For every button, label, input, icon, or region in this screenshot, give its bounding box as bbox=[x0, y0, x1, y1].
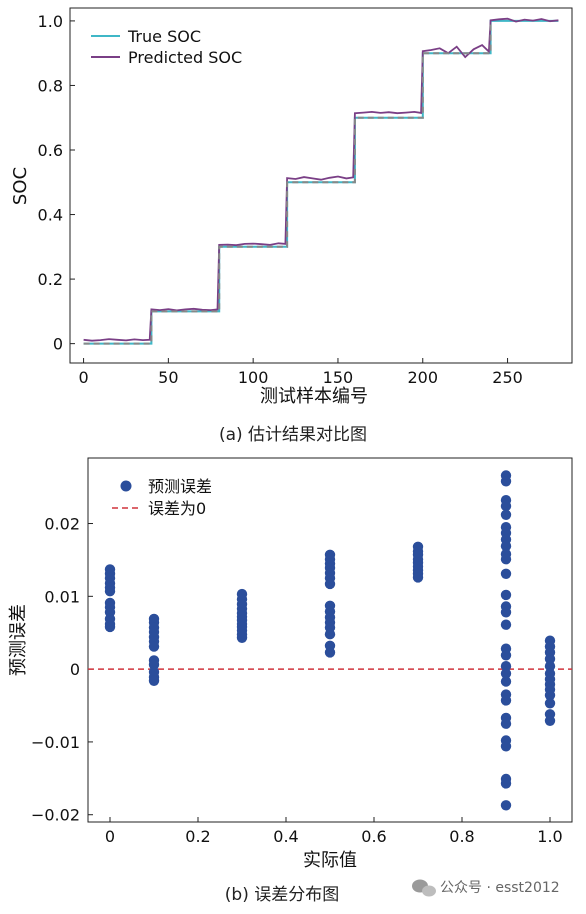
x-axis-label-a: 测试样本编号 bbox=[260, 386, 368, 407]
error-point bbox=[148, 641, 160, 652]
plot-frame-a bbox=[69, 7, 573, 364]
x-tick-label: 0.4 bbox=[273, 827, 298, 846]
error-point bbox=[500, 800, 512, 811]
error-point bbox=[104, 621, 116, 633]
x-tick-label: 250 bbox=[492, 368, 523, 387]
error-point bbox=[544, 698, 556, 709]
error-point bbox=[500, 668, 512, 679]
error-point bbox=[544, 690, 556, 701]
x-axis-ticks-b: 0 0.2 0.4 0.6 0.8 1.0 bbox=[105, 817, 563, 846]
y-tick-label: 0.6 bbox=[38, 141, 63, 160]
x-tick-label: 0.8 bbox=[449, 827, 474, 846]
plot-frame-b bbox=[87, 457, 573, 823]
y-tick-label: 0 bbox=[70, 660, 80, 679]
error-point bbox=[500, 650, 512, 661]
error-point bbox=[500, 778, 512, 789]
legend-label-error: 预测误差 bbox=[148, 477, 212, 496]
y-tick-label: 0 bbox=[53, 335, 63, 354]
step-dashed-line bbox=[83, 20, 492, 345]
y-axis-ticks-a: 0 0.2 0.4 0.6 0.8 1.0 bbox=[38, 12, 75, 354]
error-point bbox=[500, 661, 512, 672]
x-axis-label-b: 实际值 bbox=[303, 850, 357, 871]
x-tick-label: 0.6 bbox=[361, 827, 386, 846]
error-point bbox=[500, 607, 512, 618]
y-tick-label: 0.01 bbox=[44, 587, 80, 606]
error-point bbox=[148, 659, 160, 670]
series-true-soc bbox=[83, 19, 559, 345]
error-point bbox=[236, 632, 248, 643]
error-point bbox=[544, 653, 556, 665]
legend-marker-error bbox=[120, 480, 132, 492]
error-point bbox=[148, 675, 160, 686]
x-tick-label: 0 bbox=[105, 827, 115, 846]
error-point bbox=[500, 554, 512, 565]
x-axis-ticks-a: 0 50 100 150 200 250 bbox=[78, 358, 523, 387]
error-point bbox=[500, 568, 512, 579]
series-predicted-soc bbox=[83, 17, 559, 342]
watermark: 公众号 · esst2012 bbox=[412, 879, 560, 897]
scatter-points bbox=[104, 470, 556, 811]
x-tick-label: 200 bbox=[407, 368, 438, 387]
caption-b: (b) 误差分布图 bbox=[225, 885, 339, 905]
error-point bbox=[500, 476, 512, 487]
y-tick-label: −0.01 bbox=[31, 733, 80, 752]
error-point bbox=[544, 715, 556, 726]
y-tick-label: −0.02 bbox=[31, 806, 80, 825]
y-tick-label: 0.2 bbox=[38, 270, 63, 289]
error-point bbox=[324, 647, 336, 658]
error-point bbox=[324, 578, 336, 590]
y-axis-label-a: SOC bbox=[10, 167, 31, 205]
error-point bbox=[324, 629, 336, 640]
error-point bbox=[500, 500, 512, 512]
error-point bbox=[544, 661, 556, 672]
chart-a: 0 0.2 0.4 0.6 0.8 1.0 0 50 100 150 200 250 True SO… bbox=[10, 7, 573, 445]
error-point bbox=[500, 619, 512, 630]
error-point bbox=[500, 589, 512, 601]
y-tick-label: 0.02 bbox=[44, 515, 80, 534]
y-axis-ticks-b: −0.02 −0.01 0 0.01 0.02 bbox=[31, 515, 93, 825]
x-tick-label: 0 bbox=[78, 368, 88, 387]
x-tick-label: 150 bbox=[323, 368, 354, 387]
caption-a: (a) 估计结果对比图 bbox=[219, 425, 367, 445]
watermark-text: 公众号 · esst2012 bbox=[440, 880, 560, 896]
x-tick-label: 50 bbox=[158, 368, 178, 387]
legend-label-zero: 误差为0 bbox=[148, 499, 206, 518]
legend-label-predicted-soc: Predicted SOC bbox=[128, 48, 242, 67]
lines-a bbox=[83, 17, 559, 345]
x-tick-label: 0.2 bbox=[185, 827, 210, 846]
error-point bbox=[500, 509, 512, 520]
error-point bbox=[500, 718, 512, 729]
y-tick-label: 1.0 bbox=[38, 12, 63, 31]
error-point bbox=[500, 741, 512, 752]
legend-b: 预测误差 误差为0 bbox=[112, 477, 212, 518]
error-point bbox=[500, 695, 512, 706]
error-point bbox=[500, 540, 512, 552]
legend-a: True SOC Predicted SOC bbox=[91, 27, 242, 67]
legend-label-true-soc: True SOC bbox=[127, 27, 201, 46]
x-tick-label: 100 bbox=[238, 368, 269, 387]
y-axis-label-b: 预测误差 bbox=[8, 604, 29, 676]
error-point bbox=[412, 572, 424, 583]
y-tick-label: 0.4 bbox=[38, 206, 63, 225]
error-point bbox=[500, 676, 512, 687]
chart-b: −0.02 −0.01 0 0.01 0.02 0 0.2 0.4 0.6 0.8 1.0 预测误… bbox=[8, 457, 573, 905]
error-point bbox=[104, 586, 116, 597]
y-tick-label: 0.8 bbox=[38, 76, 63, 95]
x-tick-label: 1.0 bbox=[537, 827, 562, 846]
wechat-icon bbox=[412, 879, 436, 897]
